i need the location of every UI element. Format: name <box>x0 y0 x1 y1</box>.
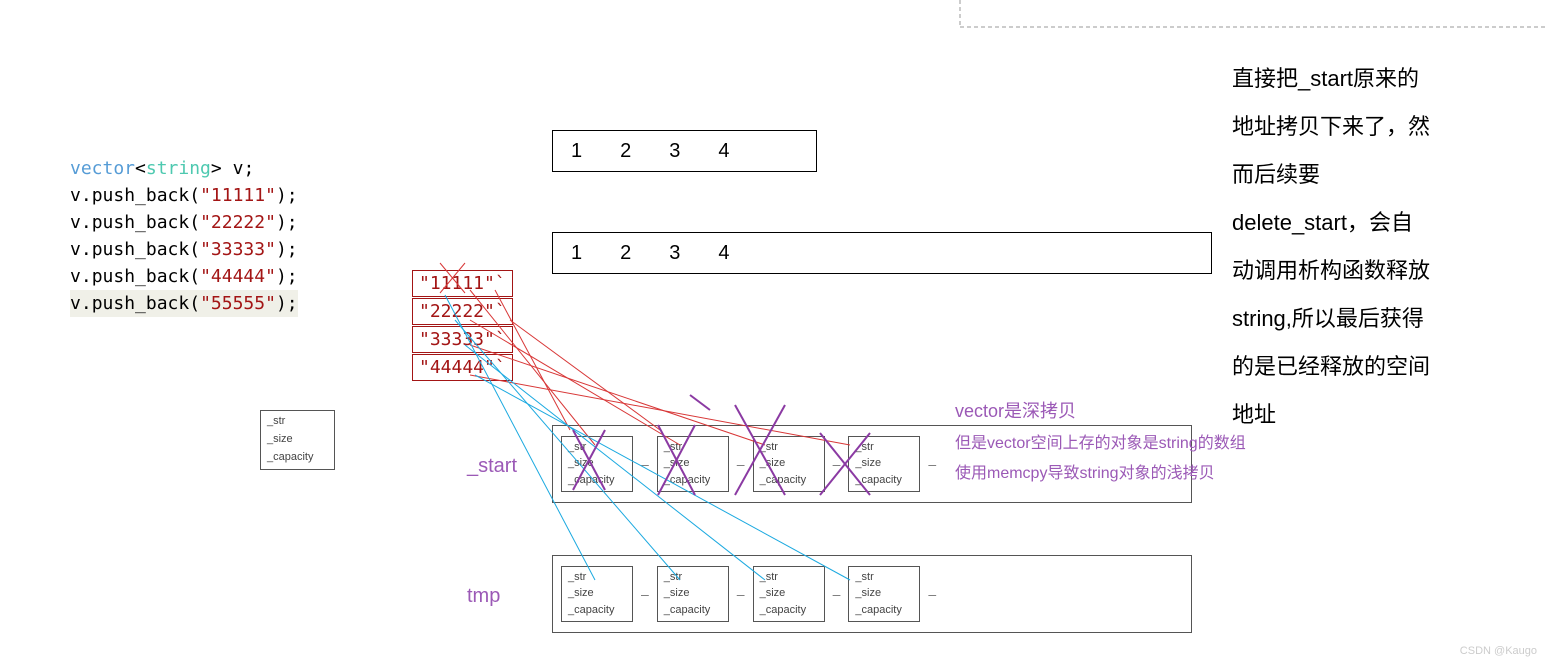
mem-box: _str _size _capacity <box>753 436 825 492</box>
mem-box: _str _size _capacity <box>657 566 729 622</box>
purple-notes: vector是深拷贝 但是vector空间上存的对象是string的数组 使用m… <box>955 397 1246 483</box>
tmp-mem-group: _str _size _capacity – _str _size _capac… <box>552 555 1192 633</box>
explanation-text: 直接把_start原来的 地址拷贝下来了，然 而后续要 delete_start… <box>1232 55 1492 439</box>
start-label: _start <box>467 455 517 478</box>
array-row-1: 1 2 3 4 <box>552 130 817 172</box>
mem-box: _str _size _capacity <box>848 566 920 622</box>
watermark: CSDN @Kaugo <box>1460 645 1537 657</box>
string-literal-4: "44444"` <box>412 354 513 381</box>
mem-box: _str _size _capacity <box>848 436 920 492</box>
string-literal-2: "22222"` <box>412 298 513 325</box>
string-fields-box: _str _size _capacity <box>260 410 335 470</box>
mem-box: _str _size _capacity <box>657 436 729 492</box>
mem-box: _str _size _capacity <box>753 566 825 622</box>
code-keyword-vector: vector <box>70 158 135 179</box>
mem-box: _str _size _capacity <box>561 566 633 622</box>
mem-box: _str _size _capacity <box>561 436 633 492</box>
code-keyword-string: string <box>146 158 211 179</box>
tmp-label: tmp <box>467 585 500 608</box>
array-row-2: 1 2 3 4 <box>552 232 1212 274</box>
string-literal-1: "11111"` <box>412 270 513 297</box>
code-block: vector<string> v; v.push_back("11111"); … <box>70 155 298 317</box>
string-literal-3: "33333"` <box>412 326 513 353</box>
